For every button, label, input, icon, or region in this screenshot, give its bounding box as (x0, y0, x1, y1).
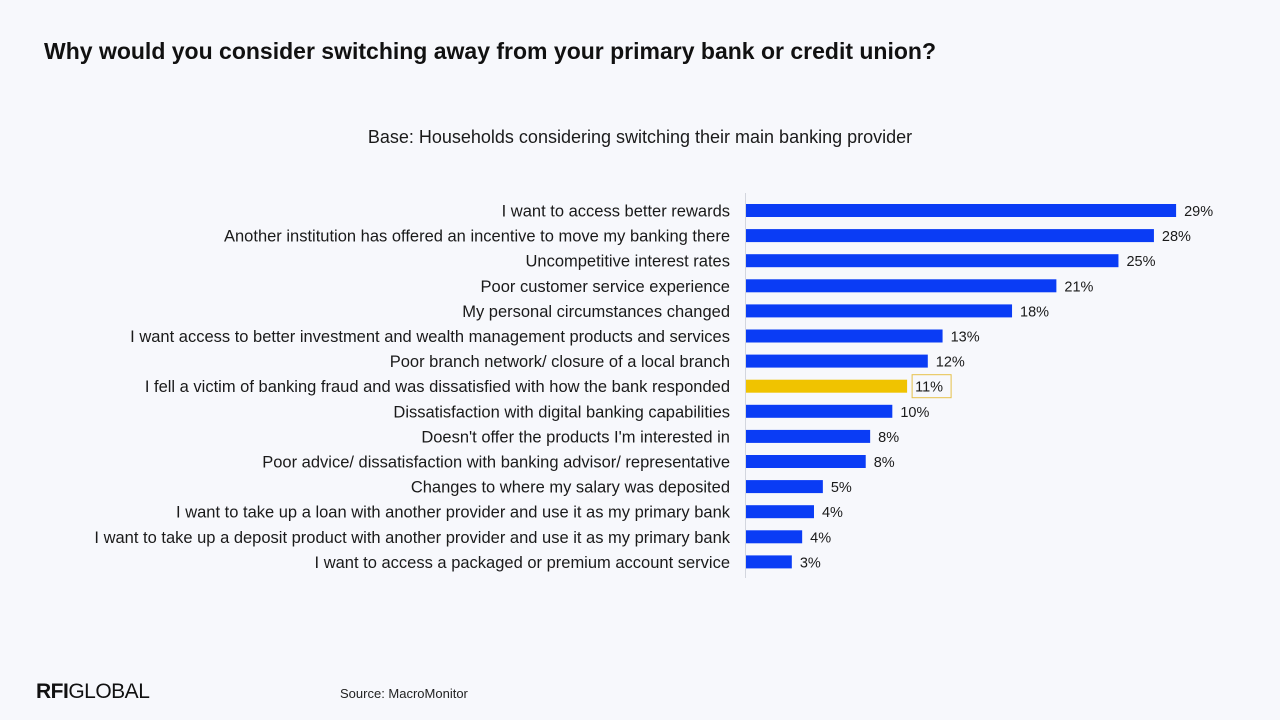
category-label: Poor advice/ dissatisfaction with bankin… (262, 454, 730, 472)
bar (746, 505, 814, 519)
value-label: 12% (936, 355, 965, 371)
bar (746, 530, 803, 544)
category-label: I want to access better rewards (502, 203, 730, 221)
value-label: 10% (900, 405, 929, 421)
highlight-value-box (911, 374, 952, 399)
bar (746, 304, 1013, 318)
value-label: 28% (1162, 229, 1191, 245)
bar (746, 404, 893, 418)
category-label: Changes to where my salary was deposited (411, 479, 730, 497)
category-label: My personal circumstances changed (462, 303, 730, 321)
category-label: I want to take up a deposit product with… (94, 529, 730, 547)
value-label: 18% (1020, 304, 1049, 320)
category-label: I fell a victim of banking fraud and was… (145, 378, 730, 396)
logo-bold-text: RFI (36, 680, 69, 703)
rfi-global-logo: RFIGLOBAL (36, 680, 150, 704)
value-label: 3% (800, 555, 821, 571)
value-label: 4% (810, 530, 831, 546)
value-label: 5% (831, 480, 852, 496)
bar (746, 555, 792, 569)
bar (746, 279, 1057, 293)
category-label: Poor customer service experience (481, 278, 730, 296)
bar (746, 204, 1177, 217)
bar (746, 229, 1154, 243)
bar (746, 329, 943, 343)
value-label: 21% (1064, 279, 1093, 295)
source-note: Source: MacroMonitor (340, 686, 468, 701)
category-label: Dissatisfaction with digital banking cap… (393, 403, 730, 421)
category-label: Doesn't offer the products I'm intereste… (421, 428, 730, 446)
value-label: 13% (951, 330, 980, 346)
bar (746, 254, 1119, 268)
value-label: 25% (1126, 254, 1155, 270)
category-label: I want to take up a loan with another pr… (176, 504, 731, 522)
chart-subtitle: Base: Households considering switching t… (367, 127, 913, 147)
value-label: 29% (1184, 204, 1213, 220)
category-label: Another institution has offered an incen… (224, 228, 730, 246)
value-label: 11% (915, 380, 943, 396)
bar (746, 429, 871, 443)
value-label: 8% (874, 455, 895, 471)
category-label: Uncompetitive interest rates (525, 253, 730, 271)
value-label: 8% (878, 430, 899, 446)
value-label: 4% (822, 505, 843, 521)
category-label: Poor branch network/ closure of a local … (390, 353, 730, 371)
bar (746, 455, 866, 468)
chart-title: Why would you consider switching away fr… (44, 38, 937, 64)
bar-highlighted (746, 379, 908, 393)
bar (746, 480, 823, 494)
category-label: I want access to better investment and w… (130, 328, 730, 346)
logo-rest-text: GLOBAL (68, 680, 150, 703)
category-label: I want to access a packaged or premium a… (315, 554, 730, 572)
bar (746, 354, 928, 368)
